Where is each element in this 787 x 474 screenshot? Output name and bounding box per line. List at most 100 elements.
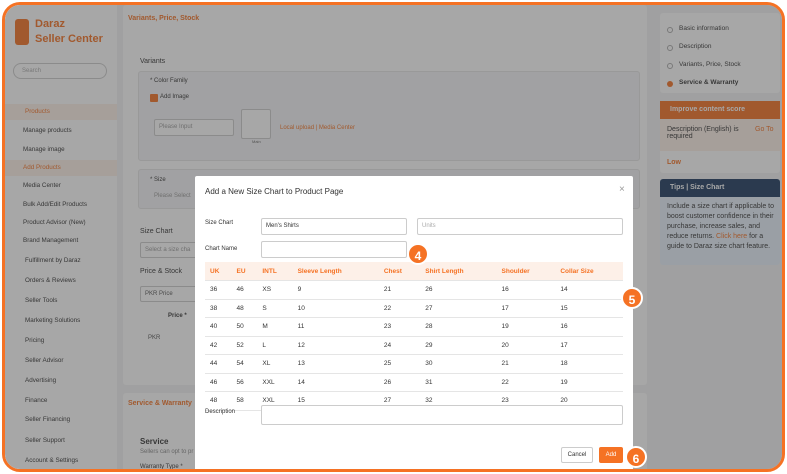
- select[interactable]: Please Select: [154, 193, 191, 199]
- table-cell: 30: [420, 354, 497, 374]
- table-cell: 21: [378, 280, 421, 300]
- table-cell: 58: [231, 391, 258, 411]
- checkbox-label[interactable]: Add Image: [160, 94, 190, 100]
- menu-item[interactable]: Manage image: [23, 146, 65, 153]
- table-cell: 25: [378, 354, 421, 374]
- add-button[interactable]: Add: [599, 447, 623, 463]
- prefix: PKR: [148, 335, 161, 341]
- select[interactable]: Men's Shirts: [261, 218, 407, 235]
- table-row: 36 46 XS 9 21 26 16 14: [205, 280, 623, 300]
- column-header: UK: [205, 262, 232, 281]
- steps-card: [660, 13, 780, 93]
- table-cell: 46: [231, 280, 258, 300]
- step-badge: 5: [621, 287, 643, 309]
- logo-text: Seller Center: [35, 33, 103, 45]
- link[interactable]: Go To: [755, 126, 774, 133]
- table-cell: 11: [292, 317, 379, 337]
- table-cell: XL: [257, 354, 293, 374]
- table-cell: 12: [292, 336, 379, 355]
- table-cell: 23: [378, 317, 421, 337]
- table-cell: S: [257, 299, 293, 318]
- table-cell: 19: [496, 317, 556, 337]
- modal-title: Add a New Size Chart to Product Page: [205, 187, 344, 196]
- menu-item[interactable]: Finance: [25, 397, 48, 404]
- step: Basic information: [679, 25, 729, 32]
- label: Chart Name: [205, 246, 238, 252]
- label: Price & Stock: [140, 268, 183, 275]
- step-dot: [667, 63, 673, 69]
- table-cell: 24: [378, 336, 421, 355]
- column-header: EU: [231, 262, 258, 281]
- table-cell: 48: [205, 391, 232, 411]
- input[interactable]: PKR Price: [140, 286, 200, 302]
- note: Sellers can opt to pr: [140, 449, 194, 455]
- menu-item[interactable]: Advertising: [25, 377, 57, 384]
- table-row: 46 56 XXL 14 26 31 22 19: [205, 373, 623, 392]
- step: Service & Warranty: [679, 79, 739, 86]
- input[interactable]: Please Input: [154, 119, 234, 136]
- step: Description: [679, 43, 712, 50]
- column-header: Shoulder: [496, 262, 556, 281]
- step-dot: [667, 81, 673, 87]
- close-button[interactable]: ×: [619, 184, 625, 195]
- step-badge: 6: [625, 446, 647, 468]
- prefix: PKR: [145, 291, 158, 297]
- menu-item[interactable]: Fulfillment by Daraz: [25, 257, 81, 264]
- menu-item[interactable]: Account & Settings: [25, 457, 79, 464]
- table-cell: 20: [496, 336, 556, 355]
- right-panel: Basic information Description Variants, Pr…: [655, 5, 782, 469]
- menu-item[interactable]: Seller Advisor: [25, 357, 64, 364]
- menu-item[interactable]: Marketing Solutions: [25, 317, 81, 324]
- menu-item[interactable]: Pricing: [25, 337, 45, 344]
- menu-item[interactable]: Seller Support: [25, 437, 65, 444]
- table-cell: XS: [257, 280, 293, 300]
- table-cell: 42: [205, 336, 232, 355]
- label: * Color Family: [150, 78, 188, 84]
- label: Warranty Type *: [140, 464, 183, 470]
- cancel-button[interactable]: Cancel: [561, 447, 593, 463]
- menu-item[interactable]: Seller Financing: [25, 416, 71, 423]
- table-cell: 9: [292, 280, 379, 300]
- table-cell: 14: [555, 280, 623, 300]
- step-badge: 4: [407, 243, 429, 265]
- menu-item[interactable]: Product Advisor (New): [23, 219, 86, 226]
- menu-item[interactable]: Orders & Reviews: [25, 277, 76, 284]
- menu-item[interactable]: Brand Management: [23, 237, 79, 244]
- table-cell: 13: [292, 354, 379, 374]
- section-title: Variants, Price, Stock: [128, 15, 200, 22]
- table-cell: 16: [555, 317, 623, 337]
- select[interactable]: Select a size cha: [140, 242, 200, 258]
- table-cell: 22: [378, 299, 421, 318]
- menu-item[interactable]: Manage products: [23, 127, 72, 134]
- menu-item[interactable]: Bulk Add/Edit Products: [23, 201, 88, 208]
- label: Main: [252, 139, 261, 144]
- column-header: Collar Size: [555, 262, 623, 281]
- table-cell: 36: [205, 280, 232, 300]
- column-header: Sleeve Length: [292, 262, 379, 281]
- image-upload[interactable]: [241, 109, 271, 139]
- search-box[interactable]: Search: [13, 63, 107, 79]
- logo-text: Daraz: [35, 18, 65, 30]
- link[interactable]: Click here: [716, 233, 748, 240]
- table-cell: XXL: [257, 373, 293, 392]
- menu-item[interactable]: Add Products: [5, 160, 117, 176]
- modal: Add a New Size Chart to Product Page × S…: [195, 176, 633, 469]
- placeholder: Price: [159, 291, 173, 297]
- select[interactable]: Units: [417, 218, 623, 235]
- column-header: Price *: [168, 313, 187, 319]
- menu-item[interactable]: Media Center: [23, 182, 61, 189]
- score-title: Improve content score: [660, 101, 780, 119]
- link[interactable]: Local upload | Media Center: [280, 125, 355, 131]
- label: Size Chart: [140, 228, 173, 235]
- textarea[interactable]: [261, 405, 623, 425]
- input[interactable]: [261, 241, 407, 258]
- checkbox[interactable]: [150, 94, 158, 102]
- table-cell: 40: [205, 317, 232, 337]
- table-cell: 31: [420, 373, 497, 392]
- menu-item[interactable]: Products: [5, 104, 117, 120]
- menu-item[interactable]: Seller Tools: [25, 297, 58, 304]
- table-cell: 54: [231, 354, 258, 374]
- table-cell: 52: [231, 336, 258, 355]
- variant-box: [138, 71, 640, 161]
